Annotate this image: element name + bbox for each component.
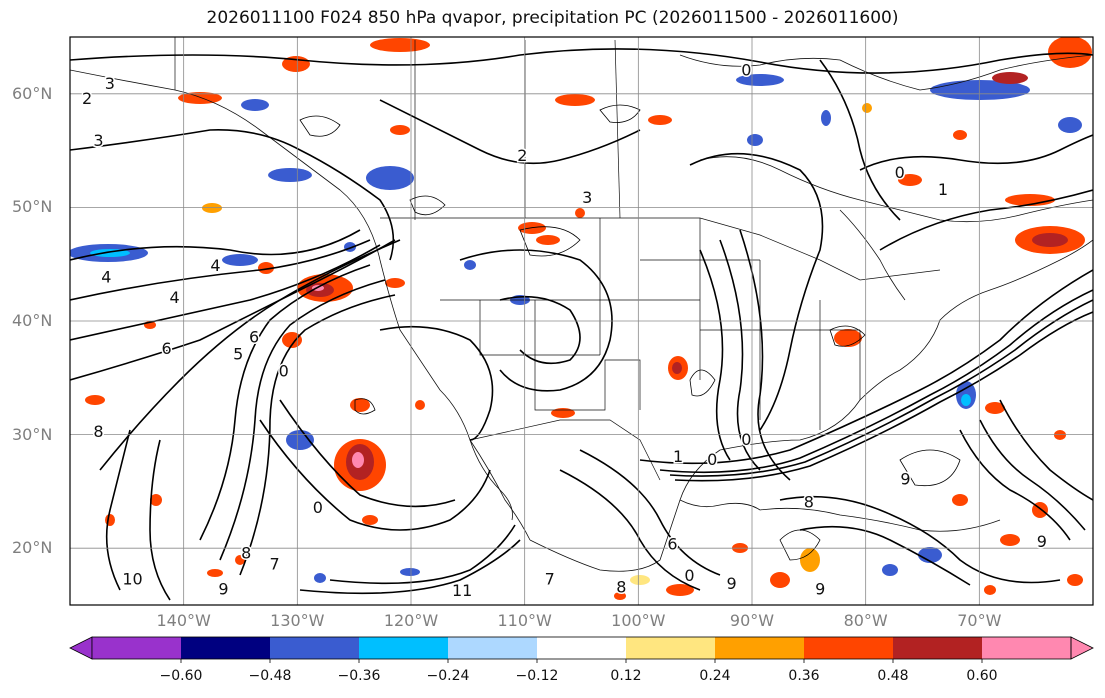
contour-label: 5: [233, 345, 243, 364]
lon-tick-label: 130°W: [270, 611, 325, 630]
colorbar-level-label: −0.36: [337, 668, 381, 684]
lat-tick-label: 30°N: [12, 424, 53, 444]
colorbar: [69, 636, 1094, 663]
contour-label: 11: [452, 581, 472, 600]
colorbar-level-label: −0.12: [515, 668, 559, 684]
qvapor-contours: [70, 48, 1093, 601]
contour-label: 0: [684, 566, 694, 585]
contour-label: 0: [741, 61, 751, 80]
contour-label: 6: [249, 328, 259, 347]
contour-label: 7: [270, 555, 280, 574]
colorbar-level-label: 0.24: [699, 668, 731, 684]
colorbar-box: [448, 637, 538, 659]
map-frame: [69, 36, 1094, 606]
graticule: [70, 37, 1093, 605]
lon-tick-label: 140°W: [156, 611, 211, 630]
contour-label: 1: [673, 447, 683, 466]
lon-tick-label: 90°W: [729, 611, 775, 630]
contour-label: 9: [726, 574, 736, 593]
contour-label: 6: [162, 339, 172, 358]
contour-label: 4: [101, 267, 111, 286]
colorbar-box: [359, 637, 449, 659]
lon-tick-label: 100°W: [611, 611, 666, 630]
colorbar-over-triangle: [1070, 636, 1094, 660]
contour-label: 6: [667, 534, 677, 553]
contour-label: 2: [82, 89, 92, 108]
contour-label: 8: [616, 577, 626, 596]
colorbar-level-label: 0.36: [788, 668, 820, 684]
contour-label: 2: [517, 146, 527, 165]
lat-tick-label: 50°N: [12, 197, 53, 217]
contour-label: 8: [804, 492, 814, 511]
contour-label: 0: [895, 163, 905, 182]
lat-tick-label: 40°N: [12, 311, 53, 330]
colorbar-box: [92, 637, 182, 659]
contour-label: 3: [105, 74, 115, 93]
colorbar-box: [804, 637, 894, 659]
contour-label: 3: [582, 188, 592, 207]
contour-label: 9: [900, 470, 910, 489]
contour-label: 0: [313, 498, 323, 517]
colorbar-level-label: 0.48: [877, 668, 909, 684]
contour-label: 7: [545, 570, 555, 589]
colorbar-box: [537, 637, 627, 659]
precip-shading: [70, 37, 1092, 600]
contour-label: 0: [279, 362, 289, 381]
lat-tick-label: 60°N: [12, 83, 53, 103]
colorbar-level-label: −0.60: [159, 668, 203, 684]
colorbar-box: [715, 637, 805, 659]
contour-label: 9: [218, 580, 228, 599]
colorbar-box: [982, 637, 1072, 659]
colorbar-box: [181, 637, 271, 659]
map-title: 2026011100 F024 850 hPa qvapor, precipit…: [206, 8, 899, 28]
coastlines: [70, 54, 1093, 572]
lon-tick-label: 70°W: [957, 611, 1002, 630]
colorbar-box: [626, 637, 716, 659]
contour-label: 4: [210, 256, 220, 275]
colorbar-box: [893, 637, 983, 659]
contour-label: 0: [741, 430, 751, 449]
contour-label: 9: [815, 580, 825, 599]
contour-label: 4: [169, 288, 179, 307]
colorbar-under-triangle: [69, 636, 93, 660]
contour-label: 1: [938, 180, 948, 199]
contour-label: 8: [241, 543, 251, 562]
colorbar-level-label: 0.12: [610, 668, 642, 684]
colorbar-level-label: −0.48: [248, 668, 292, 684]
lon-tick-label: 120°W: [383, 611, 439, 630]
contour-label: 3: [93, 131, 103, 150]
fine-contours: [299, 104, 961, 561]
lat-tick-label: 20°N: [12, 538, 53, 558]
colorbar-level-label: −0.24: [426, 668, 470, 684]
lon-tick-label: 80°W: [843, 611, 888, 630]
contour-label: 10: [122, 570, 142, 589]
colorbar-box: [270, 637, 360, 659]
colorbar-outline: [91, 636, 1072, 660]
contour-label: 9: [1037, 532, 1047, 551]
colorbar-level-label: 0.60: [966, 668, 998, 684]
contour-label: 0: [707, 450, 717, 469]
contour-label: 8: [93, 422, 103, 441]
lon-tick-label: 110°W: [497, 611, 552, 630]
